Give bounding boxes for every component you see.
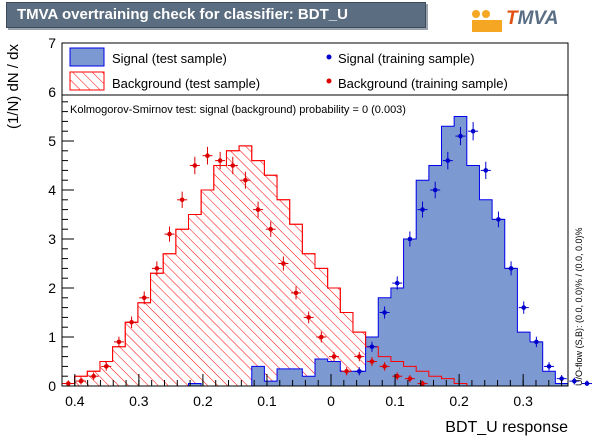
legend-swatch-signal-test <box>69 47 105 67</box>
x-tick-label: 0.4 <box>65 393 85 409</box>
background-train-point <box>192 163 198 168</box>
background-train-point <box>420 381 425 386</box>
background-train-point <box>103 364 109 369</box>
signal-train-point <box>521 305 527 310</box>
legend-signal-test: Signal (test sample) <box>112 51 227 66</box>
background-test-outline <box>61 145 568 387</box>
y-tick-label: 3 <box>48 231 56 247</box>
background-train-point <box>243 177 248 183</box>
background-train-point <box>255 207 261 212</box>
legend-marker-background-train <box>326 78 332 84</box>
signal-train-point <box>496 217 501 222</box>
background-train-point <box>230 163 236 168</box>
background-train-point <box>205 153 210 158</box>
x-tick-label: 0.2 <box>449 393 469 409</box>
signal-train-point <box>407 236 413 242</box>
signal-train-point <box>356 369 362 374</box>
y-tick-label: 4 <box>48 182 56 198</box>
x-axis-label: BDT_U response <box>445 419 568 436</box>
signal-train-point <box>470 128 476 134</box>
background-train-point <box>382 364 387 369</box>
legend-swatch-background-test <box>69 71 105 91</box>
background-train-point <box>167 231 172 237</box>
plot-layer <box>61 116 592 387</box>
signal-train-point <box>534 339 539 345</box>
signal-train-point <box>420 207 425 212</box>
x-tick-label: 0.3 <box>129 393 149 409</box>
background-train-point <box>281 261 286 266</box>
background-train-point <box>66 381 71 386</box>
chart-title: TMVA overtraining check for classifier: … <box>17 6 348 23</box>
signal-train-point <box>432 187 438 193</box>
signal-train-point <box>546 364 552 369</box>
background-train-point <box>217 158 223 163</box>
x-tick-label: 0.1 <box>257 393 277 409</box>
signal-train-point <box>394 280 400 286</box>
background-train-point <box>129 320 134 325</box>
signal-test-histogram <box>62 116 569 387</box>
tmva-logo-icon <box>472 10 502 32</box>
background-train-point <box>407 376 413 381</box>
legend-signal-train: Signal (training sample) <box>338 51 475 66</box>
y-tick-label: 6 <box>48 84 56 100</box>
y-tick-label: 2 <box>48 280 56 296</box>
signal-train-point <box>445 158 451 163</box>
background-train-point <box>293 290 299 296</box>
legend: Signal (test sample) Background (test sa… <box>61 42 569 96</box>
background-train-point <box>356 354 362 359</box>
signal-train-point <box>382 310 387 315</box>
ks-test-text: Kolmogorov-Smirnov test: signal (backgro… <box>70 104 406 116</box>
signal-train-point <box>483 168 489 173</box>
background-train-point <box>394 373 400 379</box>
signal-train-point <box>572 378 577 384</box>
signal-train-point <box>458 133 463 139</box>
y-tick-label: 5 <box>48 133 56 149</box>
background-train-point <box>344 369 349 374</box>
background-train-point <box>268 226 274 232</box>
signal-train-point <box>559 376 564 381</box>
background-train-point <box>141 295 147 301</box>
side-overflow-text: U/O-flow (S,B): (0.0, 0.0)% / (0.0, 0.0)… <box>574 227 584 386</box>
x-tick-label: 0.3 <box>513 393 533 409</box>
signal-train-point <box>584 381 590 386</box>
legend-box <box>61 42 569 96</box>
background-train-point <box>154 266 160 271</box>
background-train-point <box>78 378 84 384</box>
legend-background-train: Background (training sample) <box>338 76 508 91</box>
x-tick-label: 0 <box>327 393 335 409</box>
background-train-point <box>116 339 122 345</box>
y-tick-label: 0 <box>48 378 56 394</box>
y-axis-label: (1/N) dN / dx <box>5 44 22 130</box>
background-train-point <box>331 354 337 359</box>
logo-text: TMVA <box>506 8 559 29</box>
y-tick-label: 7 <box>48 35 56 51</box>
x-tick-label: 0.1 <box>385 393 405 409</box>
legend-marker-signal-train <box>326 54 332 60</box>
x-tick-label: 0.2 <box>193 393 213 409</box>
signal-train-point <box>369 344 375 350</box>
axes-layer: 0 1 2 3 4 5 6 7 0.4 0.3 0.2 0.1 0 0.1 0.2 0.3 <box>48 35 563 409</box>
background-train-point <box>91 373 96 379</box>
signal-train-point <box>508 266 514 271</box>
background-train-point <box>306 315 311 320</box>
background-train-point <box>369 359 375 364</box>
title-box: TMVA overtraining check for classifier: … <box>6 2 426 28</box>
background-train-point <box>319 334 324 340</box>
background-train-point <box>179 197 185 203</box>
y-tick-label: 1 <box>48 329 56 345</box>
legend-background-test: Background (test sample) <box>112 76 260 91</box>
